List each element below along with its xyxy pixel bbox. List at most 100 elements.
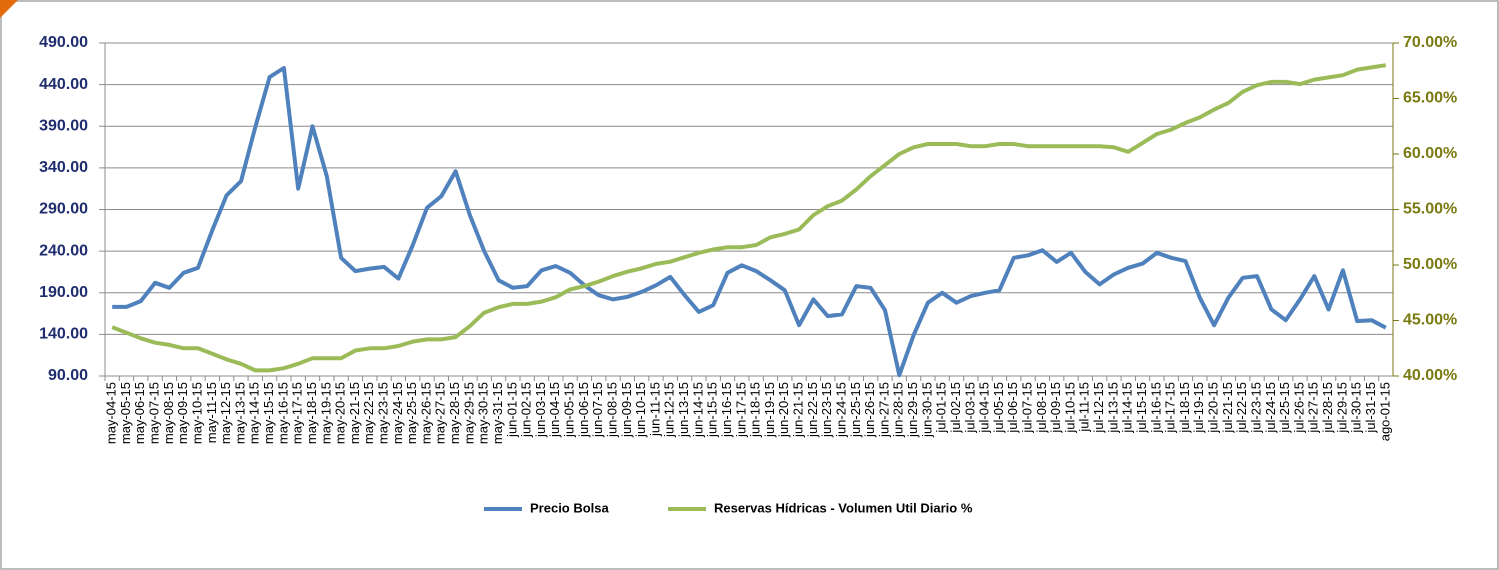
x-tick-label: jun-26-15 — [862, 382, 877, 438]
x-tick-label: jul-20-15 — [1206, 382, 1221, 434]
x-tick-label: jun-03-15 — [533, 382, 548, 438]
x-tick-label: jun-12-15 — [662, 382, 677, 438]
x-tick-label: jul-25-15 — [1277, 382, 1292, 434]
x-tick-label: jul-23-15 — [1248, 382, 1263, 434]
x-tick-label: may-17-15 — [290, 382, 305, 444]
x-tick-label: jul-01-15 — [934, 382, 949, 434]
x-tick-label: may-22-15 — [361, 382, 376, 444]
x-tick-label: may-09-15 — [175, 382, 190, 444]
x-tick-label: ago-01-15 — [1377, 382, 1392, 441]
y2-tick-label: 55.00% — [1403, 201, 1457, 218]
x-tick-label: jun-06-15 — [576, 382, 591, 438]
x-tick-label: jul-15-15 — [1134, 382, 1149, 434]
x-tick-label: jul-21-15 — [1220, 382, 1235, 434]
x-tick-label: may-24-15 — [390, 382, 405, 444]
x-tick-label: jul-27-15 — [1306, 382, 1321, 434]
corner-accent — [0, 0, 18, 18]
legend-label: Precio Bolsa — [530, 500, 610, 515]
x-tick-label: may-10-15 — [189, 382, 204, 444]
x-tick-label: jul-14-15 — [1120, 382, 1135, 434]
x-tick-label: jun-15-15 — [705, 382, 720, 438]
x-tick-label: may-13-15 — [232, 382, 247, 444]
x-tick-label: jun-22-15 — [805, 382, 820, 438]
x-tick-label: may-11-15 — [204, 382, 219, 443]
x-tick-label: jul-29-15 — [1334, 382, 1349, 434]
x-tick-label: jun-08-15 — [604, 382, 619, 438]
x-tick-label: jul-22-15 — [1234, 382, 1249, 434]
y2-tick-label: 40.00% — [1403, 367, 1457, 384]
x-tick-label: jun-29-15 — [905, 382, 920, 438]
legend-label: Reservas Hídricas - Volumen Util Diario … — [714, 500, 973, 515]
y2-tick-label: 60.00% — [1403, 145, 1457, 162]
y-tick-label: 240.00 — [39, 242, 88, 259]
x-tick-label: jun-10-15 — [633, 382, 648, 438]
x-tick-label: jul-02-15 — [948, 382, 963, 434]
x-tick-label: may-26-15 — [418, 382, 433, 444]
x-tick-label: may-19-15 — [318, 382, 333, 444]
x-tick-label: may-12-15 — [218, 382, 233, 444]
y-tick-label: 340.00 — [39, 159, 88, 176]
x-tick-label: may-23-15 — [376, 382, 391, 444]
x-tick-label: jul-26-15 — [1291, 382, 1306, 434]
x-tick-label: jun-20-15 — [776, 382, 791, 438]
x-tick-label: jun-11-15 — [647, 382, 662, 437]
y-tick-label: 440.00 — [39, 76, 88, 93]
x-tick-label: jun-30-15 — [919, 382, 934, 438]
x-tick-label: may-27-15 — [433, 382, 448, 444]
x-tick-label: may-08-15 — [161, 382, 176, 444]
x-tick-label: jul-07-15 — [1020, 382, 1035, 434]
x-tick-label: may-04-15 — [104, 382, 119, 444]
x-tick-label: jun-09-15 — [619, 382, 634, 438]
y-tick-label: 190.00 — [39, 284, 88, 301]
x-tick-label: jun-01-15 — [504, 382, 519, 438]
x-tick-label: jul-08-15 — [1034, 382, 1049, 434]
x-tick-label: may-31-15 — [490, 382, 505, 444]
x-tick-label: jul-31-15 — [1363, 382, 1378, 434]
x-tick-label: jul-11-15 — [1077, 382, 1092, 433]
x-tick-label: jun-18-15 — [748, 382, 763, 438]
y2-tick-label: 70.00% — [1403, 34, 1457, 51]
x-tick-label: jun-19-15 — [762, 382, 777, 438]
x-tick-label: jul-24-15 — [1263, 382, 1278, 434]
x-tick-label: may-20-15 — [333, 382, 348, 444]
x-tick-label: may-15-15 — [261, 382, 276, 444]
x-tick-label: jun-28-15 — [891, 382, 906, 438]
x-tick-label: may-05-15 — [118, 382, 133, 444]
x-tick-label: may-14-15 — [247, 382, 262, 444]
x-tick-label: jun-25-15 — [848, 382, 863, 438]
x-tick-label: may-21-15 — [347, 382, 362, 444]
x-tick-label: jun-14-15 — [690, 382, 705, 438]
x-tick-label: jun-23-15 — [819, 382, 834, 438]
x-tick-label: may-25-15 — [404, 382, 419, 444]
x-tick-label: may-28-15 — [447, 382, 462, 444]
y2-tick-label: 65.00% — [1403, 90, 1457, 107]
x-tick-label: jul-04-15 — [977, 382, 992, 434]
y-tick-label: 390.00 — [39, 117, 88, 134]
x-tick-label: jun-24-15 — [833, 382, 848, 438]
x-tick-label: jun-05-15 — [562, 382, 577, 438]
x-tick-label: jul-05-15 — [991, 382, 1006, 434]
x-tick-label: may-16-15 — [275, 382, 290, 444]
x-tick-label: may-18-15 — [304, 382, 319, 444]
x-tick-label: jul-12-15 — [1091, 382, 1106, 434]
series-line — [112, 66, 1387, 378]
series-line — [111, 63, 1387, 373]
y2-tick-label: 50.00% — [1403, 256, 1457, 273]
x-tick-label: jul-03-15 — [962, 382, 977, 434]
x-tick-label: jun-02-15 — [519, 382, 534, 438]
x-tick-label: jul-17-15 — [1163, 382, 1178, 434]
x-tick-label: may-06-15 — [132, 382, 147, 444]
x-tick-label: jul-09-15 — [1048, 382, 1063, 434]
y2-tick-label: 45.00% — [1403, 312, 1457, 329]
x-tick-label: jun-04-15 — [547, 382, 562, 438]
x-tick-label: may-30-15 — [476, 382, 491, 444]
x-tick-label: jun-13-15 — [676, 382, 691, 438]
x-tick-label: jul-06-15 — [1005, 382, 1020, 434]
x-tick-label: jun-16-15 — [719, 382, 734, 438]
x-tick-label: jun-27-15 — [876, 382, 891, 438]
x-tick-label: jul-19-15 — [1191, 382, 1206, 434]
x-tick-label: jul-30-15 — [1349, 382, 1364, 434]
x-tick-label: jun-17-15 — [733, 382, 748, 438]
